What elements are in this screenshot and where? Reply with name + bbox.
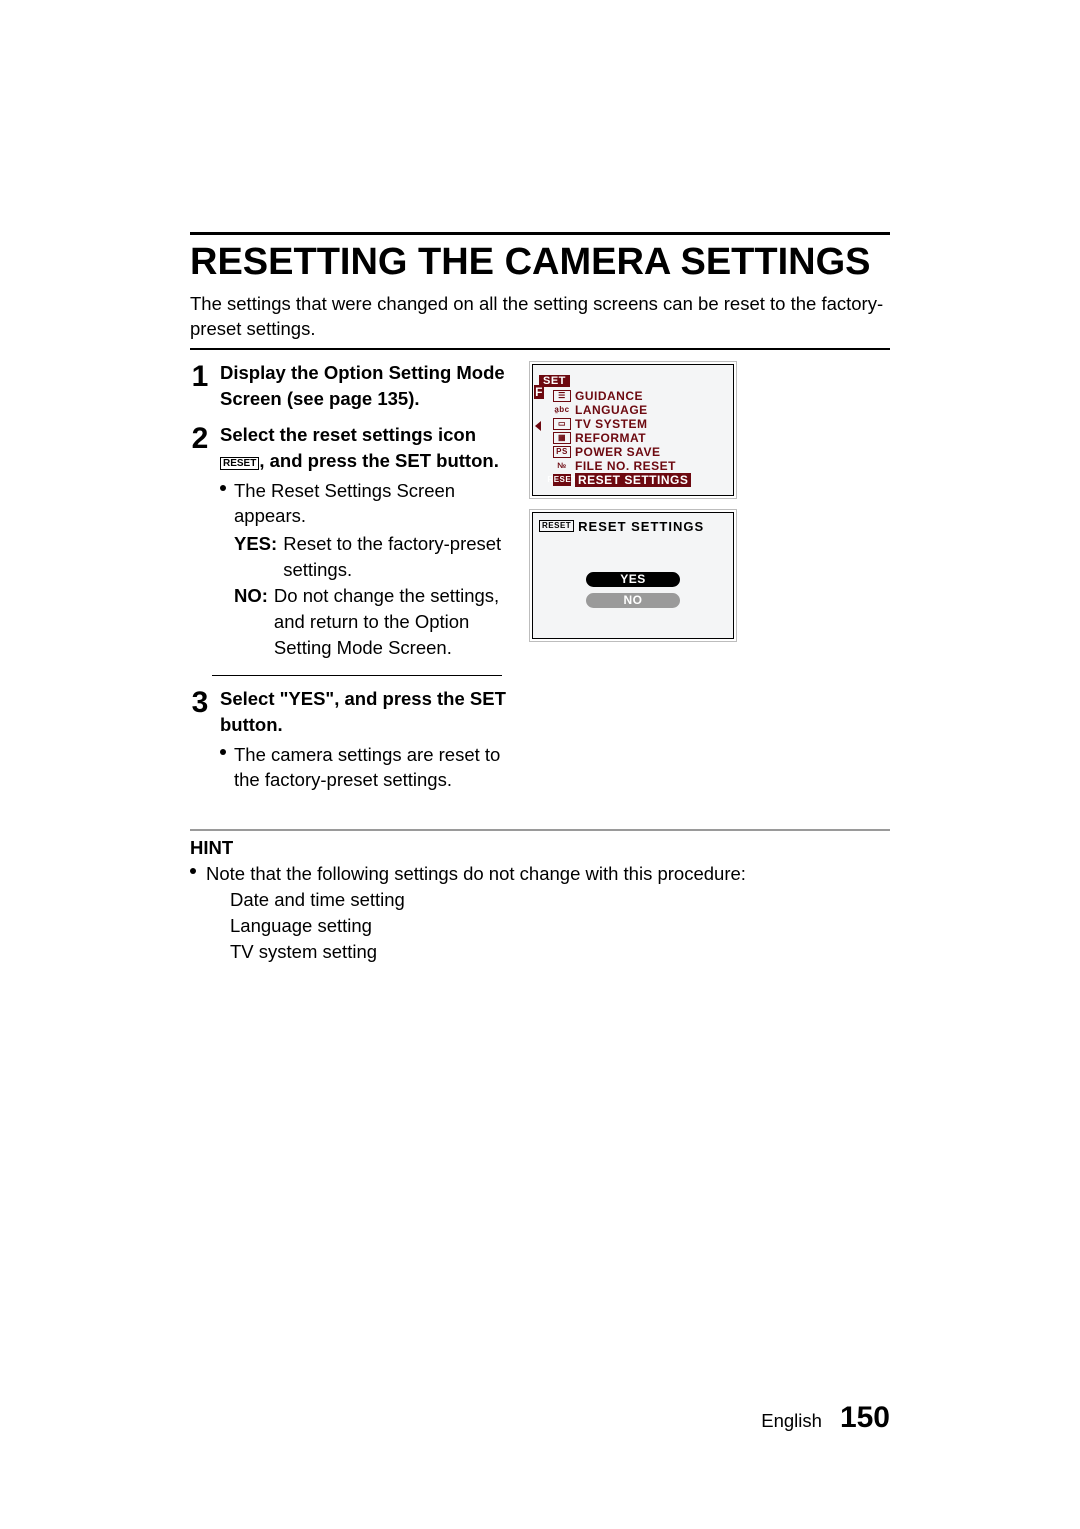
step-2-yes-v: Reset to the factory-preset settings. bbox=[283, 531, 510, 583]
step-2-yes-k: YES bbox=[234, 531, 277, 583]
step-2-no: NO Do not change the settings, and retur… bbox=[220, 583, 510, 661]
menu-item-icon: PS bbox=[553, 446, 571, 458]
step-1-head: Display the Option Setting Mode Screen (… bbox=[220, 362, 505, 409]
step-1: 1 Display the Option Setting Mode Screen… bbox=[190, 360, 510, 412]
menu-item: ☰ GUIDANCE bbox=[553, 389, 727, 403]
hint-bullets: Note that the following settings do not … bbox=[190, 861, 890, 887]
menu-list: ☰ GUIDANCE a̱bc LANGUAGE ▭ TV SYSTEM ▦ REFORMAT… bbox=[553, 389, 727, 487]
step-2-bullet-1: The Reset Settings Screen appears. bbox=[220, 478, 510, 530]
menu-item-label: TV SYSTEM bbox=[575, 417, 648, 431]
lcd-reset-confirm: RESET RESET SETTINGS YES NO bbox=[532, 512, 734, 639]
reset-icon: RESET bbox=[220, 457, 259, 470]
hint-rule bbox=[190, 829, 890, 831]
menu-item-label: RESET SETTINGS bbox=[575, 473, 691, 487]
menu-item: ▭ TV SYSTEM bbox=[553, 417, 727, 431]
steps-column: 1 Display the Option Setting Mode Screen… bbox=[190, 360, 510, 805]
menu-item: a̱bc LANGUAGE bbox=[553, 403, 727, 417]
menu-item-label: POWER SAVE bbox=[575, 445, 660, 459]
step-separator bbox=[212, 675, 502, 676]
menu-item-icon: a̱bc bbox=[553, 404, 571, 416]
step-2-yes: YES Reset to the factory-preset settings… bbox=[220, 531, 510, 583]
rule-top bbox=[190, 232, 890, 235]
hint-sub-1: Date and time setting bbox=[230, 887, 890, 913]
footer-page-number: 150 bbox=[840, 1401, 890, 1435]
page-title: RESETTING THE CAMERA SETTINGS bbox=[190, 241, 890, 284]
lcd2-title: RESET SETTINGS bbox=[578, 519, 704, 534]
step-2-no-k: NO bbox=[234, 583, 268, 661]
menu-item-label: REFORMAT bbox=[575, 431, 646, 445]
step-3-bullets: The camera settings are reset to the fac… bbox=[220, 742, 510, 794]
step-2-head-a: Select the reset settings icon bbox=[220, 424, 476, 445]
menu-item-label: GUIDANCE bbox=[575, 389, 643, 403]
option-yes: YES bbox=[586, 572, 680, 587]
menu-item: RESET RESET SETTINGS bbox=[553, 473, 727, 487]
menu-item-label: LANGUAGE bbox=[575, 403, 648, 417]
hint-sub-2: Language setting bbox=[230, 913, 890, 939]
hint-sub-3: TV system setting bbox=[230, 939, 890, 965]
left-arrow-icon bbox=[535, 421, 541, 431]
reset-icon-small: RESET bbox=[539, 520, 574, 532]
step-3-head: Select "YES", and press the SET button. bbox=[220, 688, 506, 735]
menu-item-label: FILE NO. RESET bbox=[575, 459, 676, 473]
step-3: 3 Select "YES", and press the SET button… bbox=[190, 686, 510, 796]
manual-page: RESETTING THE CAMERA SETTINGS The settin… bbox=[0, 0, 1080, 1529]
step-3-number: 3 bbox=[190, 686, 210, 718]
lcd2-title-row: RESET RESET SETTINGS bbox=[539, 519, 727, 534]
body-row: 1 Display the Option Setting Mode Screen… bbox=[190, 360, 890, 805]
menu-item-icon: ▭ bbox=[553, 418, 571, 430]
lcd-option-menu: SET F ☰GUIDANCEa̱bcLANGUAGE▭TV SYSTEM▦RE… bbox=[532, 364, 734, 496]
menu-item-icon: № bbox=[553, 460, 571, 472]
menu-item: № FILE NO. RESET bbox=[553, 459, 727, 473]
hint-sub-list: Date and time setting Language setting T… bbox=[230, 887, 890, 965]
footer-language: English bbox=[761, 1410, 822, 1432]
step-2: 2 Select the reset settings icon RESET, … bbox=[190, 422, 510, 661]
menu-item-icon: RESET bbox=[553, 474, 571, 486]
menu-item-icon: ▦ bbox=[553, 432, 571, 444]
f-tab: F bbox=[534, 385, 544, 399]
step-1-number: 1 bbox=[190, 360, 210, 392]
rule-under-intro bbox=[190, 348, 890, 350]
hint-title: HINT bbox=[190, 837, 890, 859]
step-2-number: 2 bbox=[190, 422, 210, 454]
menu-item: ▦ REFORMAT bbox=[553, 431, 727, 445]
step-2-no-v: Do not change the settings, and return t… bbox=[274, 583, 510, 661]
hint-line: Note that the following settings do not … bbox=[190, 861, 890, 887]
screens-column: SET F ☰GUIDANCEa̱bcLANGUAGE▭TV SYSTEM▦RE… bbox=[532, 360, 890, 639]
page-footer: English 150 bbox=[761, 1401, 890, 1435]
step-2-head-b: , and press the SET button. bbox=[259, 450, 499, 471]
menu-item: PS POWER SAVE bbox=[553, 445, 727, 459]
intro-text: The settings that were changed on all th… bbox=[190, 292, 890, 342]
step-3-bullet-1: The camera settings are reset to the fac… bbox=[220, 742, 510, 794]
option-stack: YES NO bbox=[586, 572, 680, 608]
option-no: NO bbox=[586, 593, 680, 608]
step-2-bullets: The Reset Settings Screen appears. bbox=[220, 478, 510, 530]
menu-item-icon: ☰ bbox=[553, 390, 571, 402]
